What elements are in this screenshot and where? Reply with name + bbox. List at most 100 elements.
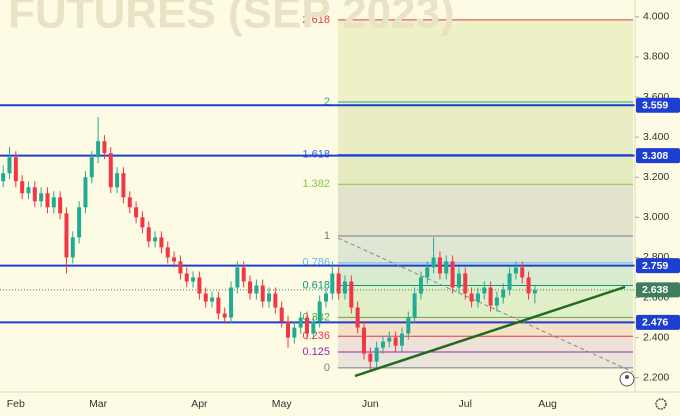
- time-axis: Feb Mar Apr May Jun Jul Aug: [7, 398, 557, 410]
- fib-band: [338, 352, 633, 368]
- fib-band: [338, 235, 633, 263]
- candle-body: [51, 197, 56, 208]
- candle-body: [317, 301, 322, 322]
- candle-body: [172, 257, 177, 262]
- candle-body: [102, 141, 107, 154]
- candle-body: [134, 207, 139, 218]
- candle-body: [463, 273, 468, 294]
- candle-body: [241, 267, 246, 282]
- watermark: FUTURES (SEP 2023): [8, 0, 455, 38]
- candle-body: [229, 287, 234, 318]
- candle-body: [127, 197, 132, 208]
- candle-body: [431, 257, 436, 268]
- candle-body: [26, 187, 31, 194]
- y-tick-label: 3.800: [643, 51, 669, 63]
- price-badge-label: 3.559: [642, 100, 668, 112]
- candle-body: [222, 313, 227, 318]
- candle-body: [165, 247, 170, 258]
- candle-body: [70, 237, 75, 258]
- x-tick-label: Aug: [538, 398, 557, 410]
- candle-body: [532, 289, 537, 294]
- candle-body: [260, 285, 265, 302]
- dashed-trend-line: [337, 237, 634, 373]
- x-tick-label: Mar: [89, 398, 108, 410]
- fib-label: 0: [324, 362, 330, 374]
- y-tick-label: 3.400: [643, 131, 669, 143]
- candle-body: [140, 217, 145, 228]
- candle-body: [159, 237, 164, 248]
- candle-body: [475, 293, 480, 302]
- candle-body: [254, 285, 259, 294]
- candle-body: [58, 197, 63, 214]
- candle-body: [437, 257, 442, 274]
- fib-band: [338, 262, 633, 286]
- fib-label: 2.618: [302, 14, 330, 26]
- fib-band: [338, 336, 633, 353]
- candle-body: [336, 273, 341, 294]
- candle-body: [279, 307, 284, 322]
- candle-body: [393, 337, 398, 346]
- candle-body: [267, 293, 272, 302]
- candle-body: [450, 261, 455, 288]
- fib-band: [338, 19, 633, 103]
- candle-body: [83, 177, 88, 208]
- candle-body: [387, 337, 392, 342]
- candle-body: [64, 213, 69, 258]
- candle-body: [184, 273, 189, 282]
- candle-body: [248, 281, 253, 294]
- candle-body: [513, 267, 518, 274]
- candle-body: [380, 341, 385, 348]
- candle-body: [1, 173, 6, 182]
- candle-body: [235, 267, 240, 288]
- fib-band: [338, 102, 633, 155]
- candle-body: [20, 181, 25, 194]
- candle-body: [399, 333, 404, 346]
- x-tick-label: Apr: [191, 398, 208, 410]
- price-axis: 4.0003.8003.6003.4003.2003.0002.8002.600…: [635, 11, 669, 383]
- candle-body: [349, 281, 354, 308]
- fib-label: 0.786: [302, 257, 330, 269]
- candle-body: [216, 297, 221, 314]
- price-badges: 3.559 3.308 2.759 2.476 2.638: [636, 97, 680, 330]
- candle-body: [501, 289, 506, 298]
- candle-body: [342, 281, 347, 294]
- price-badge-label: 2.476: [642, 317, 668, 329]
- candle-body: [96, 141, 101, 158]
- candle-body: [121, 173, 126, 198]
- candle-body: [292, 327, 297, 338]
- settings-button[interactable]: [655, 398, 667, 410]
- candle-body: [488, 287, 493, 306]
- candle-body: [210, 297, 215, 302]
- fib-label: 1.382: [302, 178, 330, 190]
- candle-body: [456, 273, 461, 288]
- price-lines: [0, 104, 635, 324]
- y-tick-label: 4.000: [643, 11, 669, 23]
- candle-body: [45, 193, 50, 208]
- y-tick-label: 3.000: [643, 211, 669, 223]
- fib-band: [338, 184, 633, 236]
- x-tick-label: Feb: [7, 398, 25, 410]
- candle-body: [32, 187, 37, 202]
- price-badge: [636, 282, 680, 298]
- candle-body: [323, 293, 328, 302]
- candle-body: [520, 267, 525, 278]
- scroll-icon: [625, 375, 629, 379]
- price-badge: [636, 314, 680, 330]
- fib-retracement: 2.618 2 1.618 1.382 1 0.786 0.618 0.382 0.236 0.1…: [302, 14, 633, 374]
- y-tick-label: 2.400: [643, 331, 669, 343]
- fib-label: 0.618: [302, 279, 330, 291]
- candle-body: [425, 267, 430, 278]
- candle-body: [89, 157, 94, 178]
- fib-label: 1.618: [302, 148, 330, 160]
- price-badge: [636, 97, 680, 113]
- candle-body: [13, 157, 18, 182]
- fib-label: 0.125: [302, 346, 330, 358]
- candle-body: [77, 207, 82, 238]
- candle-body: [469, 293, 474, 302]
- price-badge-label: 3.308: [642, 150, 668, 162]
- y-tick-label: 3.200: [643, 171, 669, 183]
- candle-body: [298, 317, 303, 328]
- candle-body: [444, 261, 449, 274]
- price-badge: [636, 148, 680, 164]
